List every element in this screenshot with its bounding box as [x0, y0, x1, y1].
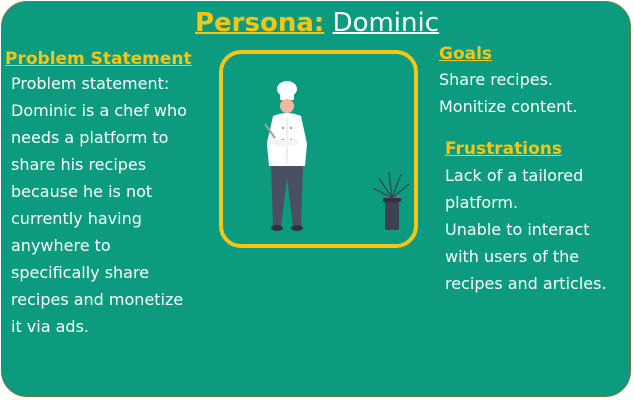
- frustrations-heading: Frustrations: [445, 139, 562, 159]
- goals-line: Monitize content.: [439, 97, 578, 116]
- goals-line: Share recipes.: [439, 70, 553, 89]
- problem-line: needs a platform to: [11, 128, 169, 147]
- problem-statement-heading: Problem Statement: [5, 49, 192, 69]
- problem-statement-text: Problem statement: Dominic is a chef who…: [11, 70, 216, 340]
- plant-pot: [385, 200, 399, 230]
- chef-head: [280, 99, 294, 113]
- problem-line: Dominic is a chef who: [11, 101, 187, 120]
- frustrations-line: recipes and articles.: [445, 274, 607, 293]
- problem-line: anywhere to: [11, 236, 111, 255]
- frustrations-text: Lack of a tailored platform. Unable to i…: [445, 162, 630, 297]
- persona-photo-frame: [219, 50, 418, 248]
- problem-line: because he is not: [11, 182, 153, 201]
- goals-text: Share recipes. Monitize content.: [439, 66, 629, 120]
- problem-line: Problem statement:: [11, 74, 170, 93]
- persona-title: Persona: Dominic: [2, 6, 630, 40]
- problem-line: currently having: [11, 209, 142, 228]
- persona-title-prefix: Persona:: [194, 8, 325, 38]
- problem-line: it via ads.: [11, 317, 89, 336]
- chef-illustration: [264, 81, 410, 231]
- problem-line: share his recipes: [11, 155, 147, 174]
- frustrations-line: platform.: [445, 193, 519, 212]
- persona-name: Dominic: [332, 8, 440, 38]
- frustrations-line: Unable to interact: [445, 220, 590, 239]
- problem-line: specifically share: [11, 263, 150, 282]
- goals-heading: Goals: [439, 44, 493, 64]
- frustrations-line: Lack of a tailored: [445, 166, 584, 185]
- frustrations-line: with users of the: [445, 247, 580, 266]
- problem-line: recipes and monetize: [11, 290, 184, 309]
- chef-pants: [271, 166, 303, 226]
